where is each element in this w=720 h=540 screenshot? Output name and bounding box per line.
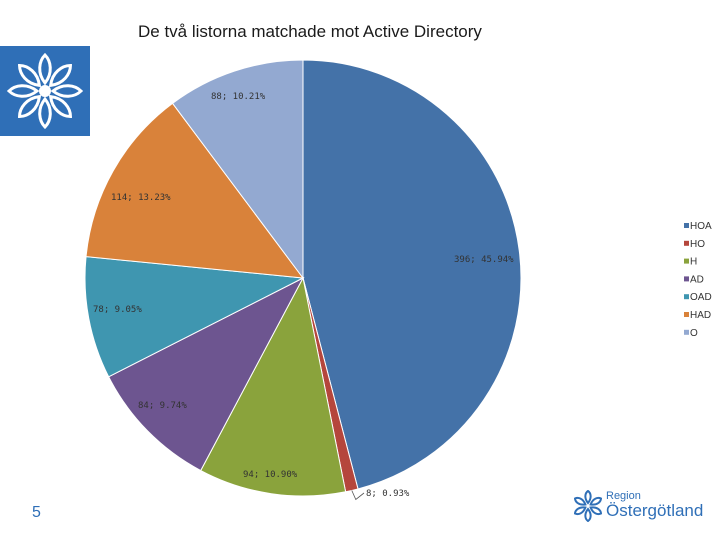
pie-slice-o bbox=[171, 59, 304, 280]
data-label-hoa: 396; 45.94% bbox=[454, 255, 514, 265]
pie-slice-h bbox=[200, 276, 347, 497]
chart-title: De två listorna matchade mot Active Dire… bbox=[138, 22, 482, 41]
legend-swatch-had bbox=[684, 312, 689, 317]
data-label-had: 114; 13.23% bbox=[111, 193, 171, 203]
pie-slice-had bbox=[85, 102, 305, 279]
legend-swatch-h bbox=[684, 258, 689, 264]
data-label-oad: 78; 9.05% bbox=[93, 305, 142, 315]
leader-line-ho bbox=[351, 490, 365, 501]
legend-swatch-oad bbox=[684, 294, 689, 300]
legend-label-ad: AD bbox=[690, 274, 704, 285]
pie-slice-ad bbox=[107, 276, 305, 472]
legend-label-had: HAD bbox=[690, 310, 711, 321]
data-label-ho: 8; 0.93% bbox=[366, 489, 410, 499]
brand-region-text: Region bbox=[606, 490, 641, 502]
brand-name-text: Östergötland bbox=[606, 501, 704, 520]
pie-slice-hoa bbox=[302, 59, 522, 490]
legend-swatch-ho bbox=[684, 240, 689, 246]
pie-slice-oad bbox=[84, 256, 305, 378]
legend-label-oad: OAD bbox=[690, 292, 712, 303]
data-label-ad: 84; 9.74% bbox=[138, 401, 187, 411]
legend-swatch-ad bbox=[684, 276, 689, 282]
legend-label-h: H bbox=[690, 257, 697, 268]
legend-label-hoa: HOA bbox=[690, 221, 712, 232]
legend-swatch-hoa bbox=[684, 223, 689, 228]
legend-label-ho: HO bbox=[690, 239, 705, 250]
legend-swatch-o bbox=[684, 329, 689, 335]
data-label-h: 94; 10.90% bbox=[243, 470, 298, 480]
legend-label-o: O bbox=[690, 328, 698, 339]
flower-logo bbox=[0, 46, 90, 136]
data-label-o: 88; 10.21% bbox=[211, 92, 266, 102]
region-brand-logo: Region Östergötland bbox=[572, 488, 718, 524]
page-number: 5 bbox=[32, 504, 41, 521]
